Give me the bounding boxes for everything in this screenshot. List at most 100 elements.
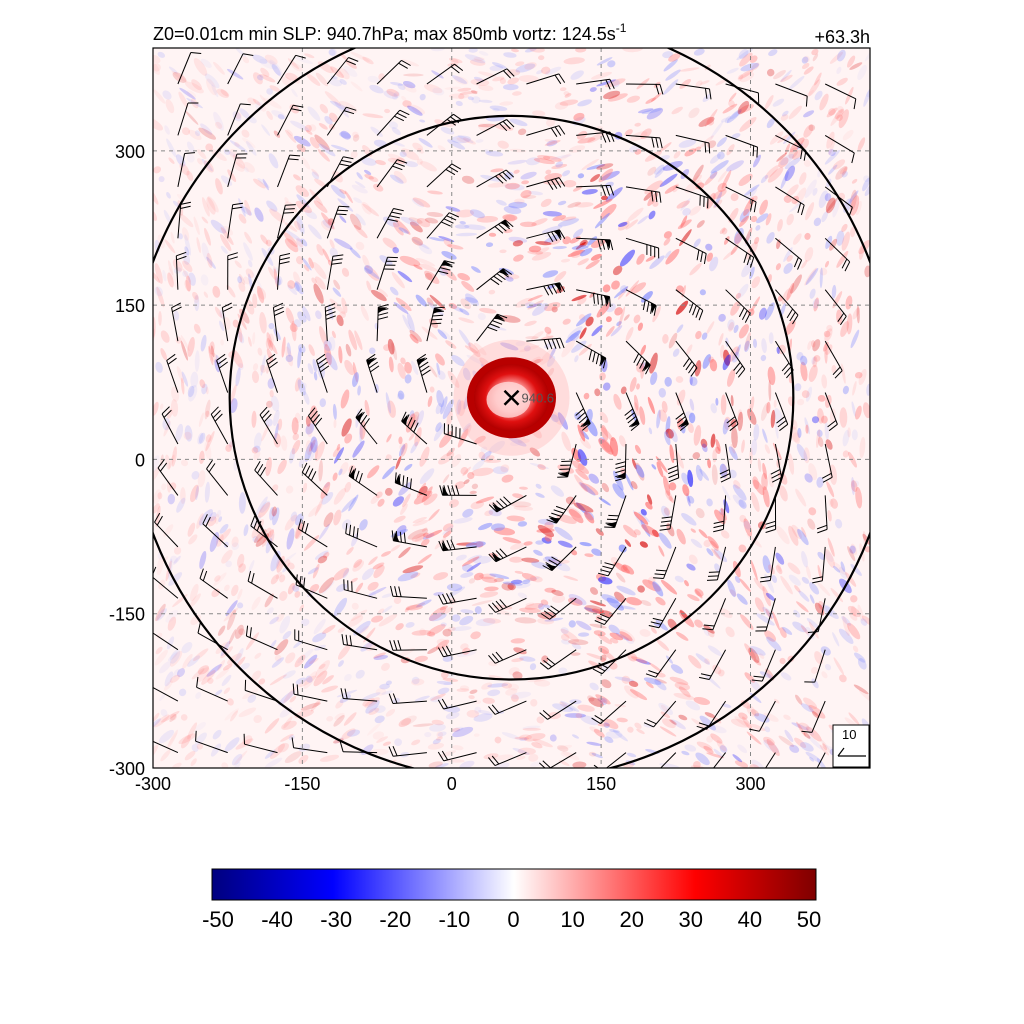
wind-barb xyxy=(592,649,627,675)
wind-barb xyxy=(675,289,704,321)
vorticity-speckle xyxy=(825,197,836,214)
wind-barb xyxy=(177,201,192,239)
chart-title: Z0=0.01cm min SLP: 940.7hPa; max 850mb v… xyxy=(153,21,627,44)
vorticity-speckle xyxy=(379,255,393,266)
wind-barb xyxy=(221,302,233,342)
vorticity-speckle xyxy=(432,738,441,745)
vorticity-speckle xyxy=(557,412,569,430)
vorticity-speckle xyxy=(471,483,479,490)
vorticity-speckle xyxy=(807,735,824,751)
vorticity-speckle xyxy=(827,510,832,522)
vorticity-speckle xyxy=(173,267,182,274)
vorticity-speckle xyxy=(222,225,234,236)
vorticity-speckle xyxy=(728,321,735,332)
vorticity-speckle xyxy=(629,377,637,392)
vorticity-speckle xyxy=(492,466,509,475)
vorticity-speckle xyxy=(627,652,638,662)
vorticity-speckle xyxy=(473,342,487,356)
vorticity-speckle xyxy=(272,267,279,274)
vorticity-speckle xyxy=(808,463,818,481)
wind-barb xyxy=(177,52,202,85)
vorticity-speckle xyxy=(315,72,328,87)
vorticity-speckle xyxy=(507,583,516,591)
vorticity-field xyxy=(153,48,870,768)
vorticity-speckle xyxy=(689,398,695,411)
vorticity-speckle xyxy=(197,470,206,488)
vorticity-speckle xyxy=(845,572,857,587)
vorticity-speckle xyxy=(596,57,613,66)
vorticity-speckle xyxy=(557,200,567,206)
vorticity-speckle xyxy=(600,170,620,181)
vorticity-speckle xyxy=(545,66,562,75)
vorticity-speckle xyxy=(643,723,654,728)
vorticity-speckle xyxy=(271,64,281,76)
vorticity-speckle xyxy=(857,604,864,622)
vorticity-speckle xyxy=(344,359,355,376)
vorticity-speckle xyxy=(736,48,753,61)
vorticity-speckle xyxy=(195,485,199,501)
vorticity-speckle xyxy=(571,642,582,650)
vorticity-speckle xyxy=(411,676,420,685)
vorticity-speckle xyxy=(266,348,274,363)
vorticity-speckle xyxy=(803,447,810,464)
wind-barb xyxy=(698,649,727,680)
vorticity-speckle xyxy=(377,288,389,297)
vorticity-speckle xyxy=(187,655,200,667)
vorticity-speckle xyxy=(665,655,674,664)
vorticity-speckle xyxy=(788,453,795,475)
vorticity-speckle xyxy=(705,243,713,251)
vorticity-speckle xyxy=(182,268,191,283)
vorticity-speckle xyxy=(253,432,262,450)
wind-barb xyxy=(476,119,515,136)
vorticity-speckle xyxy=(682,484,690,497)
vorticity-speckle xyxy=(253,178,266,189)
vorticity-speckle xyxy=(610,325,623,337)
vorticity-speckle xyxy=(291,439,301,455)
wind-barb xyxy=(667,443,680,483)
vorticity-speckle xyxy=(419,446,430,467)
vorticity-speckle xyxy=(178,213,194,228)
vorticity-speckle xyxy=(171,71,188,83)
vorticity-speckle xyxy=(527,250,544,255)
vorticity-speckle xyxy=(654,679,667,691)
vorticity-speckle xyxy=(499,101,514,106)
vorticity-speckle xyxy=(398,546,411,559)
vorticity-speckle xyxy=(408,433,415,441)
vorticity-speckle xyxy=(479,573,496,580)
wind-barb xyxy=(590,752,627,768)
vorticity-speckle xyxy=(531,742,543,749)
vorticity-speckle xyxy=(435,639,450,650)
wind-barb xyxy=(807,598,826,633)
vorticity-speckle xyxy=(706,321,715,335)
vorticity-speckle xyxy=(733,480,741,489)
vorticity-speckle xyxy=(506,69,521,77)
wind-barb xyxy=(591,700,627,725)
vorticity-speckle xyxy=(395,297,412,312)
vorticity-speckle xyxy=(355,582,364,593)
vorticity-speckle xyxy=(532,738,553,748)
vorticity-speckle xyxy=(571,340,587,353)
vorticity-speckle xyxy=(783,714,791,720)
vorticity-speckle xyxy=(676,200,690,209)
vorticity-speckle xyxy=(407,528,429,540)
vorticity-speckle xyxy=(512,493,524,499)
vorticity-speckle xyxy=(167,272,174,288)
vorticity-speckle xyxy=(171,446,177,467)
vorticity-speckle xyxy=(406,312,415,333)
vorticity-speckle xyxy=(419,93,426,101)
vorticity-speckle xyxy=(338,100,358,114)
vorticity-speckle xyxy=(767,167,784,183)
vorticity-speckle xyxy=(226,285,236,298)
wind-barb xyxy=(597,546,627,577)
vorticity-speckle xyxy=(774,421,779,439)
vorticity-speckle xyxy=(669,444,675,464)
vorticity-speckle xyxy=(584,605,604,614)
vorticity-speckle xyxy=(583,392,590,400)
vorticity-speckle xyxy=(340,389,350,409)
vorticity-speckle xyxy=(803,697,818,710)
wind-barb xyxy=(625,340,651,375)
vorticity-speckle xyxy=(695,508,705,519)
vorticity-speckle xyxy=(197,158,203,165)
vorticity-speckle xyxy=(271,657,284,668)
vorticity-speckle xyxy=(604,736,614,744)
